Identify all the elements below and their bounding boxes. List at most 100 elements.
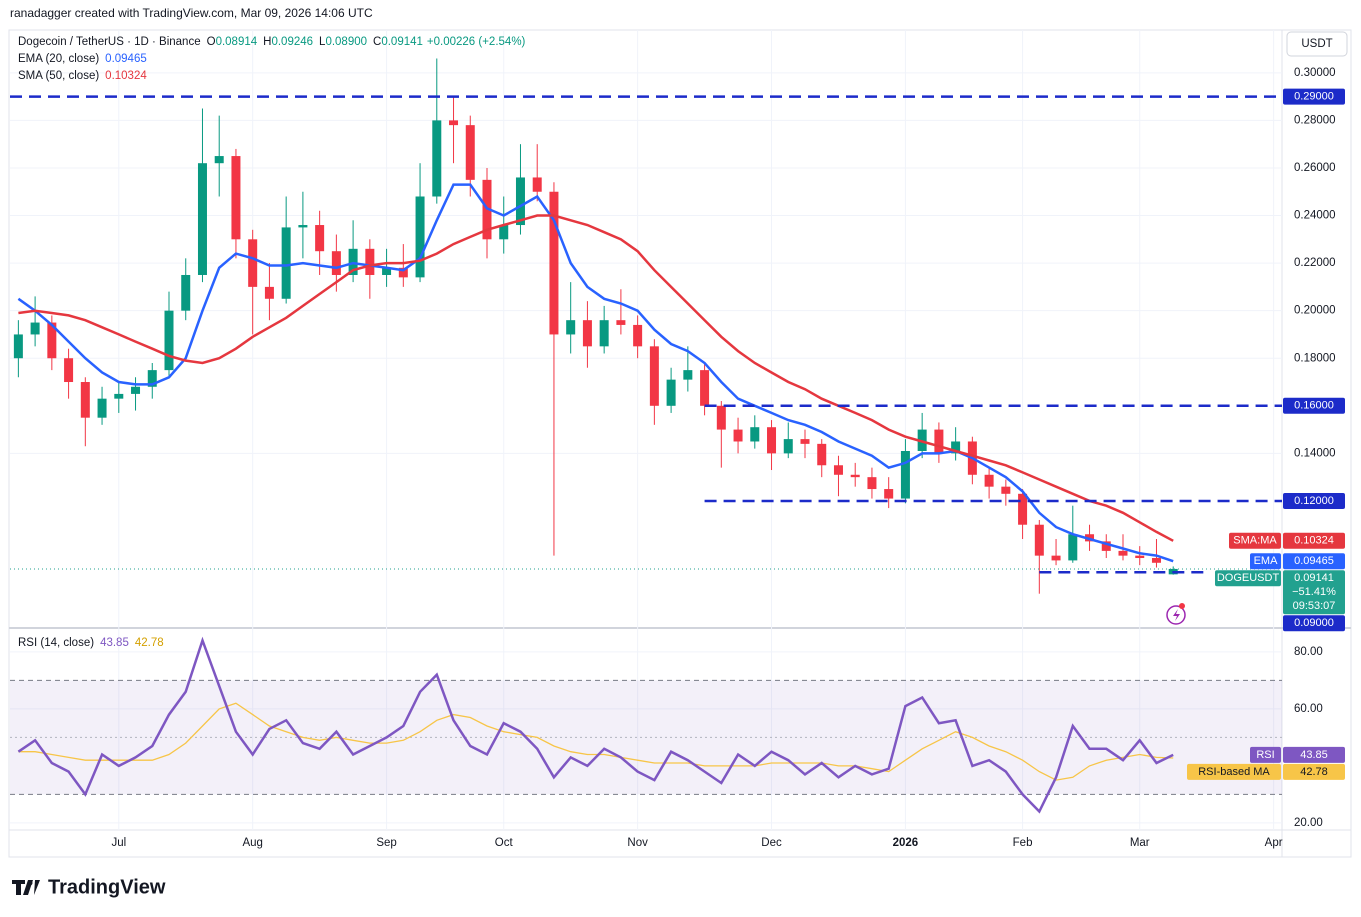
candle-body	[984, 474, 994, 487]
axis-label: 43.85	[1300, 749, 1328, 761]
axis-label: 0.09141	[1294, 572, 1334, 584]
candle-body	[382, 267, 392, 275]
axis-label: 09:53:07	[1293, 600, 1336, 612]
candle-body	[884, 489, 894, 499]
ma-line	[18, 214, 1174, 542]
candle-body	[97, 398, 107, 418]
legend-part: O	[207, 36, 216, 48]
logo	[12, 880, 40, 895]
axis-label-box	[1283, 492, 1345, 509]
candle-body	[1034, 524, 1044, 556]
event-icon[interactable]	[1166, 605, 1186, 625]
legend-part: +0.00226 (+2.54%)	[427, 36, 526, 48]
candle-body	[599, 320, 609, 347]
event-icon-bolt	[1173, 609, 1180, 621]
legend-part: 0.08900	[325, 36, 367, 48]
candle-body	[1101, 541, 1111, 551]
axis-tag: SMA:MA	[1233, 535, 1277, 547]
axis-label: 0.09465	[1294, 555, 1334, 567]
candle-body	[633, 324, 643, 347]
candle-body	[850, 474, 860, 478]
candle-body	[1018, 493, 1028, 525]
candle-body	[298, 225, 308, 228]
x-tick-label: Apr	[1265, 837, 1283, 849]
legend: Dogecoin / TetherUS · 1D · Binance O0.089…	[18, 36, 526, 48]
candle-body	[197, 163, 207, 275]
axis-tag-box	[1250, 746, 1281, 763]
axis-label-box	[1283, 532, 1345, 549]
y-tick-label: 0.28000	[1294, 114, 1336, 126]
x-tick-label: Dec	[761, 837, 782, 849]
candle-body	[683, 370, 693, 380]
legend-part: 42.78	[135, 637, 164, 649]
candle-body	[181, 274, 191, 311]
rsi-line	[17, 636, 1174, 814]
candle-body	[114, 393, 124, 399]
candle-body	[666, 379, 676, 406]
candle-body	[649, 346, 659, 406]
legend-part: 0.09141	[381, 36, 423, 48]
legend-part: C	[373, 36, 381, 48]
x-tick-label: Oct	[495, 837, 514, 849]
candle-body	[449, 120, 459, 126]
axis-label: 0.29000	[1294, 91, 1334, 103]
legend-part: L	[319, 36, 326, 48]
ma-line	[17, 183, 1174, 563]
candle-body	[131, 386, 141, 394]
candle-body	[30, 322, 40, 335]
candle-body	[264, 286, 274, 299]
x-tick-label: Mar	[1130, 837, 1150, 849]
candle-body	[499, 225, 509, 240]
candle-body	[47, 322, 57, 359]
y-tick-label: 80.00	[1294, 646, 1323, 658]
legend-part: Dogecoin / TetherUS · 1D · Binance	[18, 36, 201, 48]
candle-body	[1151, 558, 1161, 563]
axis-tag: RSI-based MA	[1198, 766, 1270, 778]
candle-body	[1001, 486, 1011, 494]
legend-part: 43.85	[100, 637, 129, 649]
axis-label-box	[1283, 763, 1345, 780]
candle-body	[750, 427, 760, 442]
axis-label-box	[1283, 553, 1345, 570]
candle-body	[64, 358, 74, 383]
axis-label: 42.78	[1300, 766, 1328, 778]
currency[interactable]: USDT	[1301, 38, 1332, 50]
candle-body	[515, 177, 525, 226]
candle-body	[549, 191, 559, 335]
legend-part: H	[263, 36, 271, 48]
candle-body	[164, 310, 174, 371]
logo-text: TradingView	[48, 876, 166, 898]
currency-button[interactable]	[1286, 31, 1348, 57]
candle-body	[767, 427, 777, 454]
candle-body	[465, 125, 475, 180]
y-tick-label: 20.00	[1294, 817, 1323, 829]
y-tick-label: 0.18000	[1294, 352, 1336, 364]
x-tick-label: Aug	[242, 837, 262, 849]
candle-body	[13, 334, 23, 359]
axis-tag: DOGEUSDT	[1217, 572, 1280, 584]
frame	[8, 29, 1352, 858]
y-tick-label: 0.26000	[1294, 162, 1336, 174]
axis-tag-box	[1229, 532, 1281, 549]
candle-body	[800, 439, 810, 444]
candle-body	[331, 251, 341, 275]
axis-label-box	[1283, 746, 1345, 763]
candle-body	[733, 429, 743, 442]
x-tick-label: Jul	[111, 837, 126, 849]
x-tick-label: 2026	[893, 837, 919, 849]
candle-body	[315, 225, 325, 252]
legend-part: 0.08914	[216, 36, 258, 48]
axis-label-box	[1283, 88, 1345, 105]
candle-body	[833, 465, 843, 475]
legend-part: RSI (14, close)	[18, 637, 94, 649]
candle-body	[214, 156, 224, 164]
candle-body	[951, 441, 961, 454]
candle-body	[1118, 550, 1128, 556]
candle-body	[432, 120, 442, 197]
candle-body	[900, 450, 910, 499]
axis-label: 0.09000	[1294, 617, 1334, 629]
legend-part: 0.09246	[271, 36, 313, 48]
candle-body	[1135, 555, 1145, 559]
axis-tag: RSI	[1256, 749, 1274, 761]
